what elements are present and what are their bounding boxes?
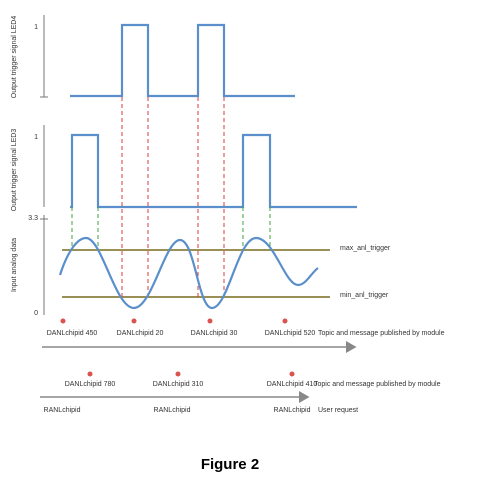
timeline-label: User request xyxy=(318,407,358,414)
event-dot xyxy=(131,318,137,324)
tick-label: 1 xyxy=(34,24,38,31)
event-dot xyxy=(282,318,288,324)
analog-wave xyxy=(58,236,319,310)
trigger-label: max_anl_trigger xyxy=(340,245,391,252)
event-label: DANLchipid 410 xyxy=(267,381,318,388)
trigger-label: min_anl_trigger xyxy=(340,292,389,299)
timeline-label: Topic and message published by module xyxy=(314,381,441,388)
green-dashes xyxy=(71,207,271,250)
event-dot xyxy=(207,318,213,324)
axis-label: Output trigger signal LED3 xyxy=(11,129,18,212)
event-label: DANLchipid 520 xyxy=(265,330,316,337)
tick-label: 1 xyxy=(34,134,38,141)
event-label: DANLchipid 30 xyxy=(191,330,238,337)
caption: Figure 2 xyxy=(201,456,259,473)
event-label: DANLchipid 780 xyxy=(65,381,116,388)
event-label: DANLchipid 20 xyxy=(117,330,164,337)
tick-label: 3.3 xyxy=(28,215,38,222)
axis-label: Output trigger signal LED4 xyxy=(11,16,18,99)
event-dot xyxy=(289,371,295,377)
event-dot xyxy=(175,371,181,377)
request-label: RANLchipid xyxy=(44,407,81,414)
tick-label: 0 xyxy=(34,310,38,317)
event-label: DANLchipid 450 xyxy=(47,330,98,337)
request-label: RANLchipid xyxy=(274,407,311,414)
request-label: RANLchipid xyxy=(154,407,191,414)
event-dot xyxy=(87,371,93,377)
axis-label: Input analog data xyxy=(11,238,18,292)
signal-led3 xyxy=(70,133,357,209)
event-label: DANLchipid 310 xyxy=(153,381,204,388)
signal-led4 xyxy=(70,23,295,98)
red-dashes xyxy=(121,97,225,300)
event-dot xyxy=(60,318,66,324)
timeline-label: Topic and message published by module xyxy=(318,330,445,337)
